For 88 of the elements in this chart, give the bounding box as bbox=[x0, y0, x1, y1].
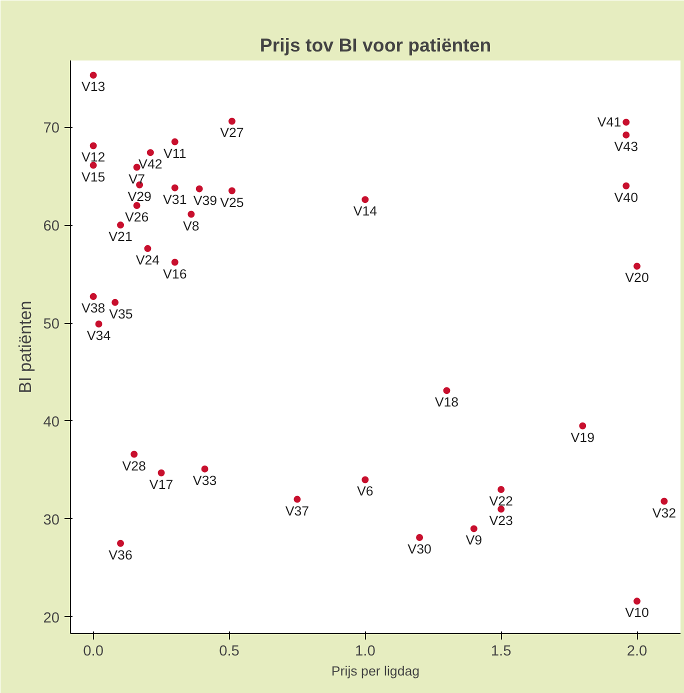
y-tick-label: 30 bbox=[43, 512, 60, 528]
point bbox=[622, 182, 630, 190]
y-tick-label: 60 bbox=[43, 218, 60, 235]
data-label: V8 bbox=[183, 218, 200, 234]
data-label: V36 bbox=[108, 547, 132, 562]
y-tick-label: 40 bbox=[43, 414, 60, 430]
x-tick-label: 0.0 bbox=[83, 644, 104, 660]
data-label: V11 bbox=[164, 146, 186, 161]
x-tick-label: 1.5 bbox=[490, 644, 512, 660]
data-label: V22 bbox=[489, 494, 513, 509]
data-label: V41 bbox=[597, 114, 622, 130]
data-label: V27 bbox=[220, 125, 244, 140]
point bbox=[112, 298, 119, 306]
data-label: V12 bbox=[81, 150, 106, 165]
x-tick-label: 2.0 bbox=[626, 644, 648, 660]
data-label: V43 bbox=[614, 138, 638, 154]
point bbox=[117, 222, 124, 229]
point bbox=[362, 476, 369, 484]
chart-title: Prijs tov BI voor patiënten bbox=[260, 34, 492, 56]
x-tick-label: 1.0 bbox=[354, 644, 376, 660]
data-label: V29 bbox=[128, 188, 152, 204]
y-tick-label: 70 bbox=[43, 120, 60, 137]
data-label: V31 bbox=[163, 192, 187, 207]
data-label: V10 bbox=[625, 605, 649, 620]
data-label: V13 bbox=[81, 79, 106, 94]
point bbox=[171, 184, 178, 192]
data-label: V18 bbox=[434, 394, 459, 410]
point bbox=[171, 258, 178, 266]
data-label: V32 bbox=[652, 505, 676, 520]
point bbox=[95, 320, 102, 328]
point bbox=[660, 498, 668, 505]
data-label: V7 bbox=[128, 171, 145, 186]
data-label: V33 bbox=[192, 472, 217, 488]
point bbox=[201, 465, 208, 472]
point bbox=[188, 210, 195, 218]
data-label: V9 bbox=[466, 532, 482, 548]
data-label: V34 bbox=[86, 328, 112, 343]
data-label: V42 bbox=[138, 156, 162, 172]
data-label: V30 bbox=[408, 542, 432, 557]
point bbox=[443, 387, 450, 394]
point bbox=[622, 131, 630, 138]
point bbox=[196, 185, 203, 192]
y-tick-label: 20 bbox=[43, 610, 60, 626]
data-label: V26 bbox=[124, 209, 149, 224]
data-label: V24 bbox=[136, 252, 160, 268]
data-label: V19 bbox=[570, 430, 594, 445]
point bbox=[362, 196, 369, 204]
point bbox=[171, 138, 178, 146]
point bbox=[579, 422, 586, 430]
point bbox=[130, 450, 138, 458]
point bbox=[498, 486, 505, 494]
data-label: V35 bbox=[109, 306, 133, 322]
data-label: V39 bbox=[193, 192, 218, 208]
data-label: V25 bbox=[220, 194, 244, 210]
data-label: V17 bbox=[149, 476, 174, 492]
y-tick-label: 50 bbox=[43, 316, 60, 333]
data-label: V40 bbox=[614, 190, 638, 205]
point bbox=[294, 496, 301, 503]
point bbox=[117, 540, 124, 547]
data-label: V14 bbox=[353, 204, 378, 219]
point bbox=[498, 506, 505, 513]
point bbox=[634, 262, 641, 270]
point bbox=[90, 142, 97, 150]
point bbox=[416, 534, 424, 542]
y-axis-title: BI patiënten bbox=[15, 300, 36, 394]
point bbox=[470, 525, 478, 532]
point bbox=[158, 469, 165, 476]
point bbox=[133, 202, 140, 209]
x-axis-title: Prijs per ligdag bbox=[331, 664, 420, 678]
point bbox=[622, 118, 630, 126]
data-label: V21 bbox=[108, 229, 132, 244]
point bbox=[146, 149, 154, 156]
x-tick-label: 0.5 bbox=[219, 644, 240, 660]
point bbox=[90, 293, 97, 300]
data-label: V16 bbox=[163, 266, 187, 282]
data-label: V37 bbox=[285, 503, 310, 518]
point bbox=[90, 162, 97, 169]
point bbox=[144, 245, 152, 252]
data-label: V38 bbox=[81, 300, 106, 316]
data-label: V15 bbox=[81, 169, 106, 184]
point bbox=[634, 598, 641, 605]
point bbox=[90, 72, 97, 79]
data-label: V23 bbox=[489, 513, 513, 528]
data-label: V20 bbox=[625, 270, 649, 286]
data-label: V28 bbox=[122, 458, 146, 474]
data-label: V6 bbox=[357, 484, 374, 499]
point bbox=[228, 118, 236, 125]
point bbox=[228, 187, 236, 194]
